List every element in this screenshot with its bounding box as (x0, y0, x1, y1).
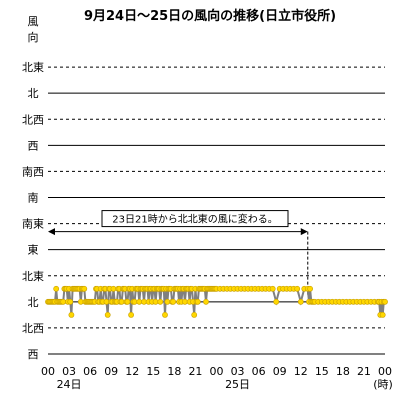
x-tick-label: 06 (252, 365, 266, 378)
annotation-arrowhead-left (48, 228, 55, 236)
x-tick-label: 06 (83, 365, 97, 378)
x-tick-label: 00 (41, 365, 55, 378)
data-point (162, 311, 168, 318)
annotation-text: 23日21時から北北東の風に変わる。 (112, 213, 277, 226)
annotation-box (101, 210, 289, 228)
data-point (203, 298, 209, 305)
data-point (294, 285, 301, 292)
day-labels: 24日 25日 (57, 378, 251, 391)
x-tick-label: 12 (294, 365, 308, 378)
direction-label: 北東 (22, 270, 44, 283)
data-point (273, 298, 280, 305)
direction-label: 西 (28, 348, 39, 361)
chart-title: 9月24日～25日の風向の推移(日立市役所) (84, 8, 336, 24)
x-tick-label: 09 (273, 365, 287, 378)
x-tick-label: 12 (125, 365, 139, 378)
x-tick-label: 18 (336, 365, 350, 378)
data-point (53, 285, 60, 292)
data-point (104, 311, 111, 318)
day-label: 24日 (57, 378, 82, 391)
data-point (269, 285, 276, 292)
day-label: 25日 (225, 378, 250, 391)
annotation-arrowhead-right (300, 228, 308, 236)
x-tick-label: 00 (210, 365, 224, 378)
data-point (157, 298, 164, 305)
data-point (382, 298, 388, 305)
x-axis-unit: (時) (373, 378, 393, 391)
x-tick-label: 21 (188, 365, 202, 378)
x-tick-labels: 00 03 06 09 12 15 18 21 00 03 06 09 12 15 18 21 00 (41, 365, 392, 378)
data-point (67, 298, 74, 305)
x-tick-label: 09 (104, 365, 118, 378)
data-point (68, 311, 75, 318)
series-points (45, 285, 388, 318)
x-tick-label: 15 (315, 365, 329, 378)
direction-label: 北 (28, 87, 39, 100)
x-tick-label: 21 (357, 365, 371, 378)
x-tick-label: 03 (231, 365, 245, 378)
direction-label: 西 (28, 139, 39, 152)
direction-label: 南 (28, 192, 39, 205)
x-tick-label: 15 (146, 365, 160, 378)
direction-label: 北西 (22, 322, 44, 335)
data-point (379, 311, 386, 318)
y-axis-title-line1: 風 (28, 15, 39, 28)
x-tick-label: 18 (167, 365, 181, 378)
x-tick-label: 00 (378, 365, 392, 378)
y-axis-title-line2: 向 (28, 30, 39, 44)
data-point (81, 285, 88, 292)
data-point (307, 285, 313, 292)
data-point (191, 311, 198, 318)
x-tick-label: 03 (62, 365, 76, 378)
direction-label: 南西 (22, 165, 44, 178)
direction-label: 東 (28, 244, 39, 257)
data-point (170, 298, 177, 305)
direction-label: 北東 (22, 61, 44, 74)
data-point (128, 311, 134, 318)
annotation: 23日21時から北北東の風に変わる。 (48, 210, 309, 296)
direction-label: 北西 (22, 113, 44, 126)
direction-label: 南東 (22, 218, 44, 231)
data-point (124, 298, 131, 305)
data-point (194, 298, 201, 305)
data-point (297, 298, 304, 305)
direction-label: 北 (28, 296, 39, 309)
